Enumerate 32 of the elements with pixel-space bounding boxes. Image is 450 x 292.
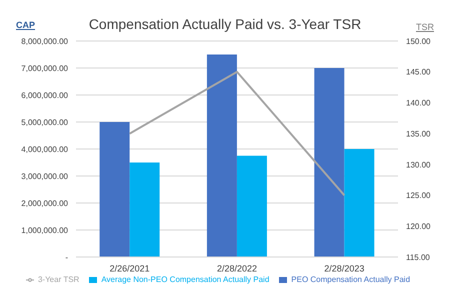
- y2-tick-label: 140.00: [406, 98, 432, 108]
- y-tick-label: 1,000,000.00: [21, 226, 69, 235]
- bar: [314, 68, 344, 257]
- bar: [236, 156, 267, 257]
- legend-label: Average Non-PEO Compensation Actually Paid: [101, 275, 270, 284]
- y2-axis-title: TSR: [416, 22, 434, 32]
- y2-tick-label: 120.00: [406, 222, 432, 231]
- bar: [100, 122, 130, 257]
- y-tick-label: 8,000,000.00: [21, 36, 69, 46]
- y-tick-label: 7,000,000.00: [21, 64, 69, 73]
- x-tick-label: 2/26/2021: [110, 263, 150, 274]
- legend-label: 3-Year TSR: [38, 275, 80, 284]
- bar: [206, 54, 237, 257]
- y2-tick-label: 130.00: [406, 160, 432, 170]
- chart-title: Compensation Actually Paid vs. 3-Year TSR: [88, 16, 362, 32]
- bar: [130, 162, 160, 257]
- y-tick-label: 4,000,000.00: [21, 144, 69, 154]
- y-tick-label: 6,000,000.00: [21, 90, 69, 100]
- bar: [344, 149, 374, 257]
- y2-tick-label: 145.00: [406, 68, 432, 77]
- y-tick-label: 2,000,000.00: [21, 198, 69, 208]
- legend-label: PEO Compensation Actually Paid: [291, 275, 410, 284]
- y-axis-title: CAP: [16, 20, 36, 30]
- y-tick-label: -: [65, 252, 68, 262]
- y-tick-label: 3,000,000.00: [21, 172, 69, 181]
- y2-tick-label: 135.00: [406, 129, 432, 138]
- y2-tick-label: 115.00: [406, 252, 430, 262]
- y-tick-label: 5,000,000.00: [21, 118, 69, 127]
- x-tick-label: 2/28/2023: [324, 263, 364, 274]
- x-tick-label: 2/28/2022: [216, 263, 258, 274]
- y2-tick-label: 125.00: [406, 191, 432, 200]
- y2-tick-label: 150.00: [406, 36, 432, 46]
